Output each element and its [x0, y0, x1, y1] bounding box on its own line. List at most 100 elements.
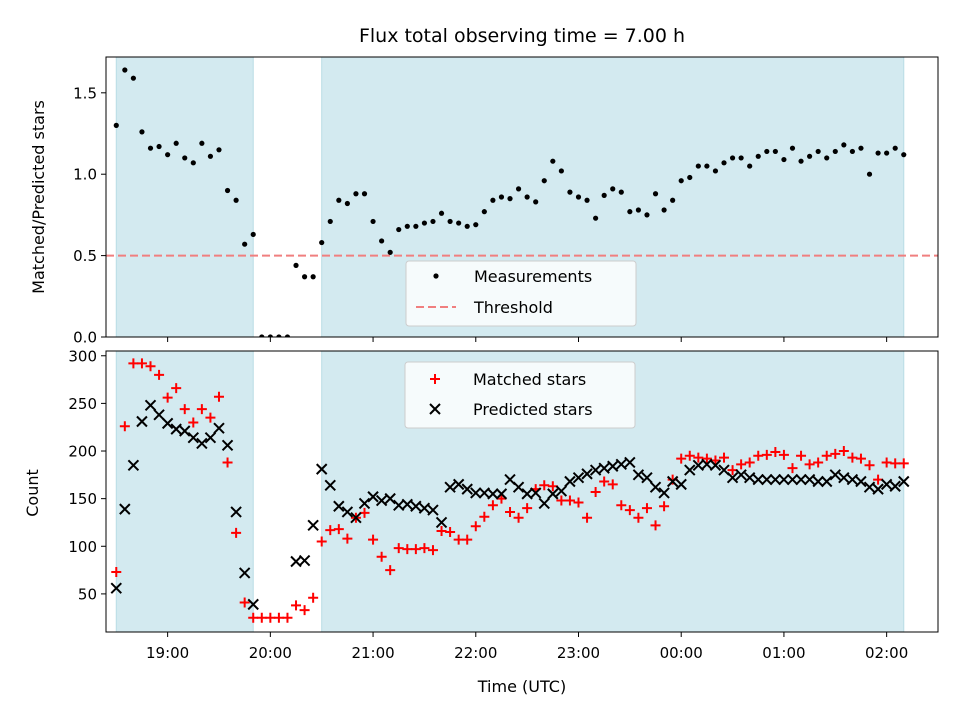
- matched-stars-point: [385, 565, 396, 576]
- measurement-point: [593, 215, 599, 221]
- predicted-stars-point: [230, 506, 242, 518]
- matched-stars-point: [316, 536, 327, 547]
- predicted-stars-point: [581, 468, 593, 480]
- legend-measurements-label: Measurements: [474, 267, 592, 286]
- predicted-stars-point: [778, 473, 790, 486]
- measurement-point: [498, 194, 505, 200]
- chart-title: Flux total observing time = 7.00 h: [359, 25, 685, 47]
- measurement-point: [661, 207, 667, 213]
- matched-stars-point: [145, 361, 156, 372]
- matched-stars-point: [821, 450, 832, 461]
- measurement-point: [772, 148, 778, 155]
- legend: Measurements Threshold: [405, 260, 637, 327]
- measurement-point: [832, 148, 838, 155]
- predicted-stars-point: [547, 488, 559, 500]
- measurement-point: [370, 218, 376, 225]
- matched-stars-point: [813, 457, 824, 468]
- predicted-stars-point: [495, 488, 508, 500]
- predicted-stars-point: [538, 497, 550, 510]
- matched-stars-point: [119, 421, 130, 432]
- predicted-stars-point: [418, 502, 431, 514]
- matched-stars-point: [419, 543, 430, 554]
- predicted-stars-point: [144, 399, 157, 412]
- predicted-stars-point: [735, 469, 747, 481]
- measurement-point: [130, 75, 136, 81]
- predicted-stars-point: [119, 503, 131, 515]
- predicted-stars-point: [238, 567, 251, 579]
- measurement-point: [421, 220, 428, 226]
- predicted-stars-point: [161, 417, 174, 430]
- predicted-stars-point: [307, 519, 319, 532]
- measurement-point: [113, 122, 119, 128]
- measurement-point: [447, 218, 453, 225]
- predicted-stars-point: [684, 464, 696, 476]
- predicted-stars-point: [401, 498, 414, 511]
- measurement-point: [156, 143, 162, 150]
- matched-stars-point: [633, 512, 644, 523]
- predicted-stars-point: [221, 439, 234, 452]
- predicted-stars-point: [786, 473, 799, 486]
- predicted-stars-point: [461, 483, 473, 495]
- predicted-stars-point: [752, 473, 764, 486]
- matched-stars-point: [188, 417, 199, 428]
- bottom-y-axis-label: Count: [23, 469, 42, 517]
- measurement-point: [695, 163, 701, 169]
- predicted-stars-point: [247, 598, 259, 611]
- measurement-point: [165, 152, 171, 158]
- predicted-stars-point: [598, 462, 610, 474]
- measurement-point: [310, 274, 316, 280]
- measurement-point: [892, 145, 898, 151]
- legend: Matched stars Predicted stars: [404, 361, 636, 429]
- matched-stars-point: [402, 544, 413, 555]
- predicted-stars-point: [452, 478, 465, 491]
- matched-stars-point: [864, 460, 875, 471]
- legend-matched-label: Matched stars: [473, 370, 586, 389]
- legend-box: [405, 260, 637, 327]
- matched-stars-point: [796, 450, 807, 461]
- matched-stars-point: [659, 501, 670, 512]
- measurement-point: [301, 274, 308, 280]
- predicted-stars-point: [110, 582, 122, 594]
- predicted-stars-point: [350, 511, 362, 524]
- matched-stars-point: [582, 512, 593, 523]
- predicted-stars-point: [529, 487, 542, 499]
- predicted-stars-point: [298, 554, 311, 567]
- measurement-point: [430, 218, 436, 225]
- predicted-stars-point: [127, 459, 140, 472]
- y-tick-label: 250: [68, 395, 97, 413]
- matched-stars-point: [445, 526, 456, 537]
- matched-stars-point: [291, 600, 302, 611]
- measurement-point: [652, 191, 659, 197]
- predicted-stars-point: [512, 481, 525, 493]
- matched-stars-point: [205, 412, 216, 423]
- predicted-stars-point: [435, 516, 448, 529]
- measurement-point: [901, 152, 907, 158]
- measurement-point: [729, 155, 736, 161]
- measurement-point: [712, 168, 719, 174]
- matched-stars-point: [650, 520, 661, 531]
- y-tick-label: 50: [78, 585, 97, 603]
- predicted-stars-point: [358, 497, 371, 510]
- predicted-stars-point: [204, 431, 217, 444]
- matched-stars-point: [282, 612, 293, 623]
- measurement-point: [233, 197, 239, 203]
- predicted-stars-point: [367, 491, 379, 503]
- measurement-point: [216, 147, 222, 153]
- y-tick-label: 200: [68, 443, 97, 461]
- measurement-point: [610, 186, 616, 192]
- matched-stars-point: [222, 457, 233, 468]
- measurement-point: [567, 189, 573, 195]
- matched-stars-point: [265, 612, 276, 623]
- predicted-stars-point: [872, 483, 884, 495]
- predicted-stars-point: [889, 480, 901, 492]
- measurement-point: [490, 197, 496, 203]
- measurement-point: [190, 160, 196, 166]
- predicted-stars-point: [803, 473, 816, 486]
- x-tick-label: 01:00: [762, 644, 805, 662]
- measurement-point: [524, 194, 530, 200]
- y-tick-label: 0.5: [73, 247, 97, 265]
- predicted-stars-point: [315, 463, 328, 475]
- measurement-point: [199, 140, 205, 146]
- predicted-stars-point: [187, 431, 200, 444]
- measurement-point: [670, 197, 676, 203]
